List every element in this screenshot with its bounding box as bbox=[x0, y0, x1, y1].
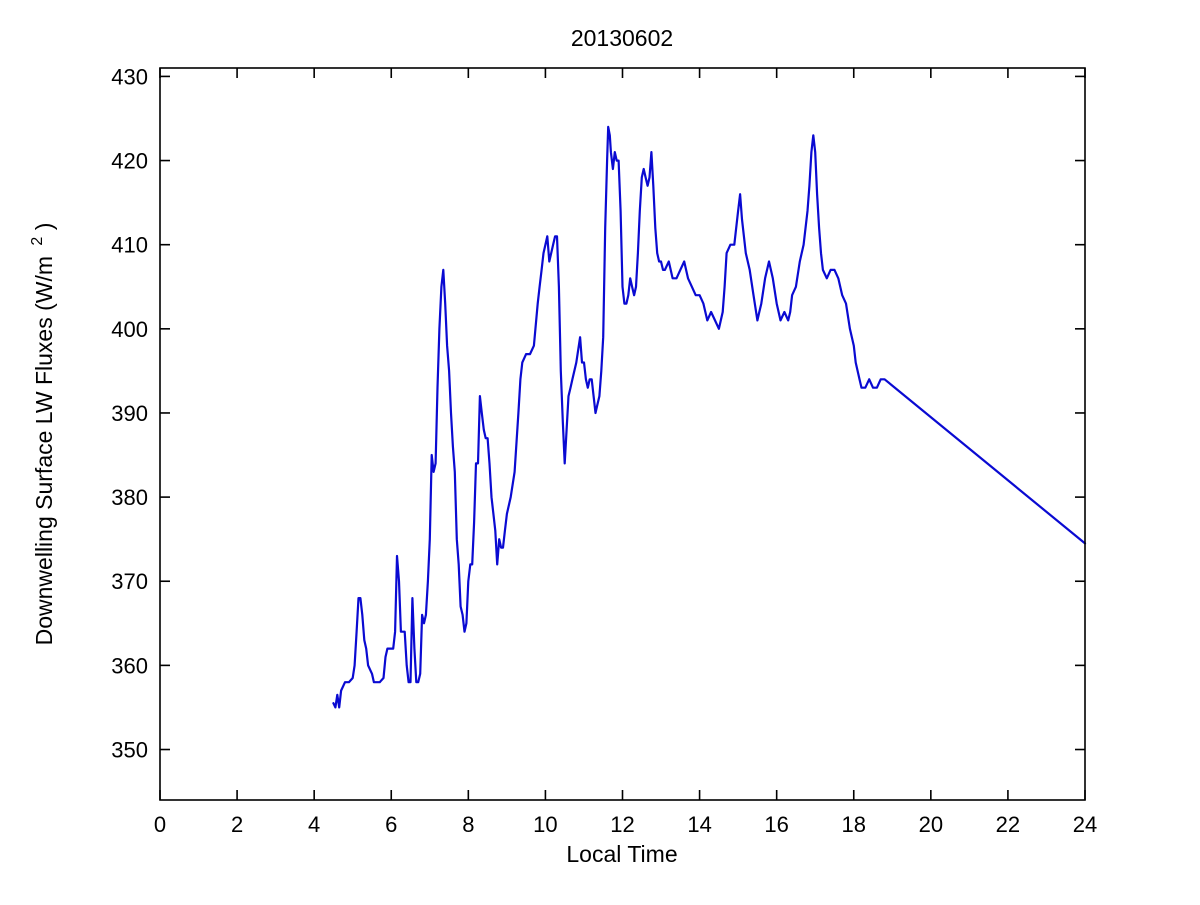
y-tick-label: 360 bbox=[111, 653, 148, 678]
x-tick-label: 12 bbox=[610, 812, 634, 837]
y-tick-label: 430 bbox=[111, 64, 148, 89]
x-tick-label: 4 bbox=[308, 812, 320, 837]
x-tick-label: 0 bbox=[154, 812, 166, 837]
y-tick-label: 420 bbox=[111, 149, 148, 174]
y-tick-label: 370 bbox=[111, 569, 148, 594]
x-tick-label: 20 bbox=[919, 812, 943, 837]
y-tick-label: 350 bbox=[111, 738, 148, 763]
plot-area bbox=[332, 125, 1087, 709]
chart-title: 20130602 bbox=[571, 25, 673, 51]
x-tick-label: 22 bbox=[996, 812, 1020, 837]
x-tick-label: 2 bbox=[231, 812, 243, 837]
y-tick-label: 380 bbox=[111, 485, 148, 510]
x-axis-label: Local Time bbox=[566, 841, 677, 867]
y-tick-label: 410 bbox=[111, 233, 148, 258]
x-tick-label: 10 bbox=[533, 812, 557, 837]
y-tick-label: 400 bbox=[111, 317, 148, 342]
axes-box: 0 2 4 6 8 10 12 14 16 18 20 22 243503603703803904004… bbox=[111, 64, 1097, 837]
y-axis-label: Downwelling Surface LW Fluxes (W/m 2 ) bbox=[21, 223, 57, 646]
flux-line bbox=[332, 125, 1087, 709]
x-tick-label: 8 bbox=[462, 812, 474, 837]
x-tick-label: 18 bbox=[842, 812, 866, 837]
x-tick-label: 24 bbox=[1073, 812, 1097, 837]
x-tick-label: 14 bbox=[687, 812, 711, 837]
x-tick-label: 16 bbox=[764, 812, 788, 837]
x-tick-label: 6 bbox=[385, 812, 397, 837]
y-tick-label: 390 bbox=[111, 401, 148, 426]
axes-frame bbox=[159, 67, 1086, 801]
